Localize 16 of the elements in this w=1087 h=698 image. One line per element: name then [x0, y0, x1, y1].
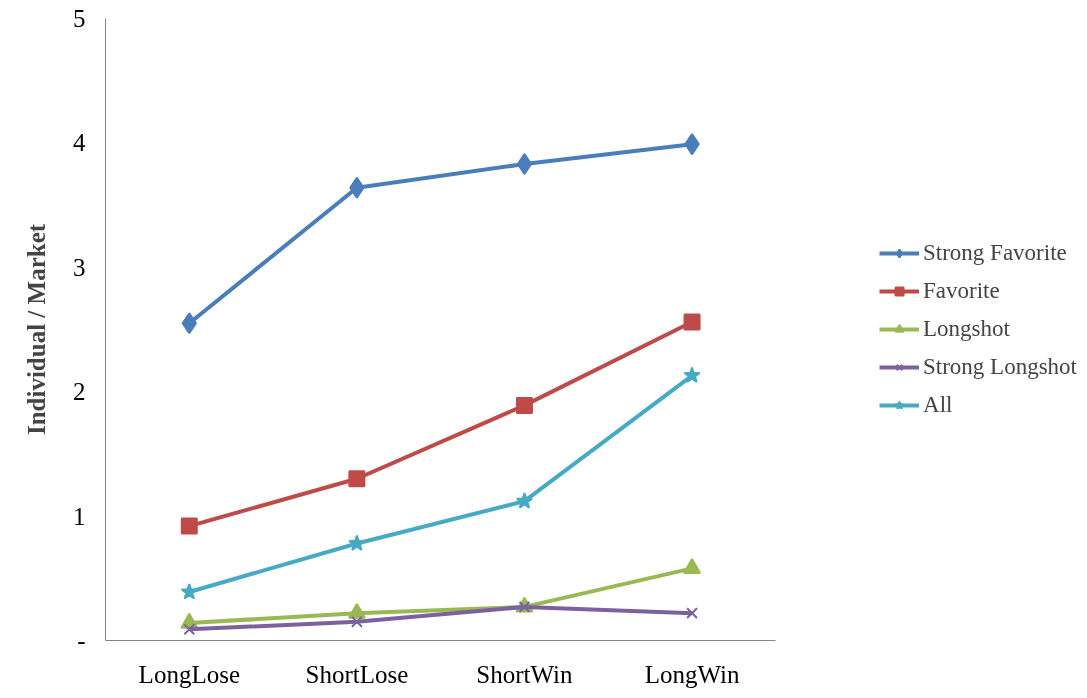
y-tick-label: 4 — [73, 129, 86, 157]
legend-label: Strong Longshot — [923, 354, 1077, 380]
legend-label: All — [923, 392, 953, 418]
y-tick-label: - — [77, 627, 86, 654]
y-tick-label: 1 — [73, 502, 86, 530]
legend-label: Strong Favorite — [923, 240, 1067, 266]
y-tick-label: 5 — [73, 5, 86, 32]
x-tick-label: LongLose — [138, 660, 240, 688]
y-axis-title: Individual / Market — [23, 223, 50, 436]
x-tick-label: LongWin — [644, 660, 740, 688]
y-tick-label: 2 — [73, 378, 86, 406]
legend-label: Favorite — [923, 278, 1000, 304]
legend-label: Longshot — [923, 316, 1010, 342]
x-tick-label: ShortWin — [476, 660, 574, 688]
y-tick-label: 3 — [73, 253, 86, 281]
x-tick-label: ShortLose — [305, 660, 409, 688]
